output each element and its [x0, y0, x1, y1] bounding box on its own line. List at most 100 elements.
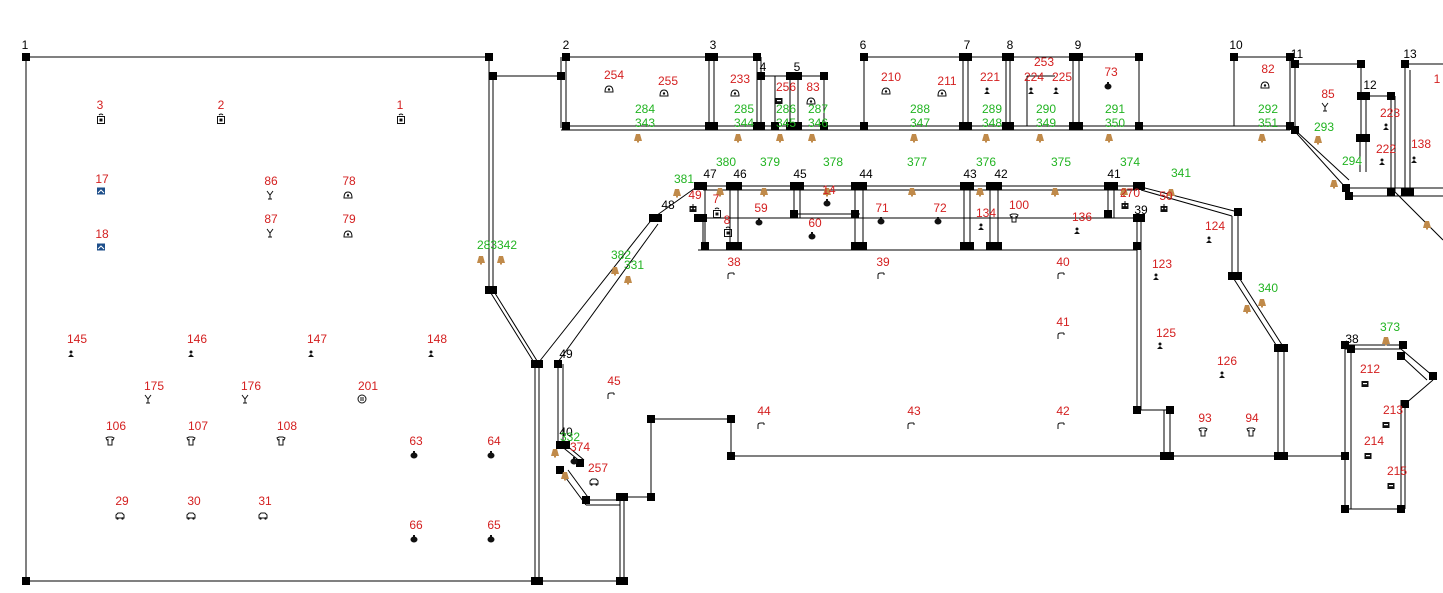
lamp-icon[interactable]	[1423, 221, 1431, 230]
shirt-icon[interactable]	[276, 436, 286, 446]
junction-node[interactable]	[1274, 452, 1282, 460]
junction-node[interactable]	[1228, 272, 1236, 280]
junction-node[interactable]	[1356, 134, 1364, 142]
junction-node[interactable]	[1104, 182, 1112, 190]
junction-node[interactable]	[1401, 400, 1409, 408]
speaker-icon[interactable]	[808, 232, 816, 240]
robot-icon[interactable]	[1160, 204, 1168, 212]
junction-node[interactable]	[556, 466, 564, 474]
camera-icon[interactable]	[604, 85, 614, 93]
speaker-icon[interactable]	[410, 535, 418, 543]
fan-icon[interactable]	[1157, 342, 1163, 350]
speaker-icon[interactable]	[410, 451, 418, 459]
junction-node[interactable]	[1133, 242, 1141, 250]
junction-node[interactable]	[860, 122, 868, 130]
lamp-icon[interactable]	[908, 188, 916, 197]
junction-node[interactable]	[1234, 272, 1242, 280]
junction-node[interactable]	[582, 496, 590, 504]
junction-node[interactable]	[820, 122, 828, 130]
junction-node[interactable]	[620, 577, 628, 585]
junction-node[interactable]	[771, 122, 779, 130]
junction-node[interactable]	[727, 452, 735, 460]
junction-node[interactable]	[859, 242, 867, 250]
junction-node[interactable]	[489, 72, 497, 80]
junction-node[interactable]	[654, 214, 662, 222]
junction-node[interactable]	[860, 53, 868, 61]
shirt-icon[interactable]	[1198, 427, 1208, 437]
junction-node[interactable]	[1291, 126, 1299, 134]
junction-node[interactable]	[1274, 344, 1282, 352]
junction-node[interactable]	[1342, 184, 1350, 192]
junction-node[interactable]	[964, 122, 972, 130]
junction-node[interactable]	[22, 577, 30, 585]
shirt-icon[interactable]	[105, 436, 115, 446]
junction-node[interactable]	[562, 53, 570, 61]
valve-icon[interactable]	[266, 190, 274, 200]
car-icon[interactable]	[186, 512, 196, 520]
junction-node[interactable]	[647, 493, 655, 501]
junction-node[interactable]	[960, 182, 968, 190]
junction-node[interactable]	[794, 122, 802, 130]
camera-icon[interactable]	[937, 89, 947, 97]
junction-node[interactable]	[699, 214, 707, 222]
junction-node[interactable]	[986, 242, 994, 250]
junction-node[interactable]	[694, 182, 702, 190]
junction-node[interactable]	[1280, 344, 1288, 352]
junction-node[interactable]	[1160, 452, 1168, 460]
junction-node[interactable]	[647, 415, 655, 423]
junction-node[interactable]	[753, 53, 761, 61]
junction-node[interactable]	[786, 72, 794, 80]
camera-icon[interactable]	[881, 87, 891, 95]
junction-node[interactable]	[727, 415, 735, 423]
junction-node[interactable]	[1347, 345, 1355, 353]
lamp-icon[interactable]	[776, 134, 784, 143]
junction-node[interactable]	[620, 493, 628, 501]
fan-icon[interactable]	[68, 350, 74, 358]
printer-icon[interactable]	[1364, 453, 1372, 459]
speaker-icon[interactable]	[487, 535, 495, 543]
fan-icon[interactable]	[1206, 236, 1212, 244]
junction-node[interactable]	[699, 182, 707, 190]
lamp-icon[interactable]	[634, 134, 642, 143]
lamp-icon[interactable]	[1120, 188, 1128, 197]
junction-node[interactable]	[1341, 452, 1349, 460]
junction-node[interactable]	[964, 53, 972, 61]
junction-node[interactable]	[1286, 122, 1294, 130]
speaker-icon[interactable]	[1104, 82, 1112, 90]
lamp-icon[interactable]	[561, 472, 569, 481]
faucet-icon[interactable]	[907, 422, 915, 429]
camera-icon[interactable]	[1260, 81, 1270, 89]
junction-node[interactable]	[1387, 92, 1395, 100]
junction-node[interactable]	[1286, 53, 1294, 61]
lamp-icon[interactable]	[1167, 189, 1175, 198]
junction-node[interactable]	[1135, 53, 1143, 61]
junction-node[interactable]	[851, 242, 859, 250]
lamp-icon[interactable]	[497, 256, 505, 265]
faucet-icon[interactable]	[727, 272, 735, 279]
lamp-icon[interactable]	[673, 189, 681, 198]
junction-node[interactable]	[859, 182, 867, 190]
junction-node[interactable]	[726, 242, 734, 250]
junction-node[interactable]	[786, 122, 794, 130]
junction-node[interactable]	[790, 182, 798, 190]
speaker-icon[interactable]	[755, 218, 763, 226]
fan-icon[interactable]	[188, 350, 194, 358]
junction-node[interactable]	[757, 122, 765, 130]
lamp-icon[interactable]	[1036, 134, 1044, 143]
junction-node[interactable]	[705, 122, 713, 130]
junction-node[interactable]	[1133, 406, 1141, 414]
speaker-icon[interactable]	[877, 217, 885, 225]
valve-icon[interactable]	[1321, 102, 1329, 112]
lamp-icon[interactable]	[551, 449, 559, 458]
junction-node[interactable]	[1166, 452, 1174, 460]
fan-icon[interactable]	[1153, 273, 1159, 281]
speaker-icon[interactable]	[823, 199, 831, 207]
camera-icon[interactable]	[343, 191, 353, 199]
junction-node[interactable]	[1406, 188, 1414, 196]
junction-node[interactable]	[966, 182, 974, 190]
junction-node[interactable]	[556, 441, 564, 449]
lamp-icon[interactable]	[624, 276, 632, 285]
junction-node[interactable]	[701, 242, 709, 250]
junction-node[interactable]	[734, 242, 742, 250]
junction-node[interactable]	[1069, 122, 1077, 130]
